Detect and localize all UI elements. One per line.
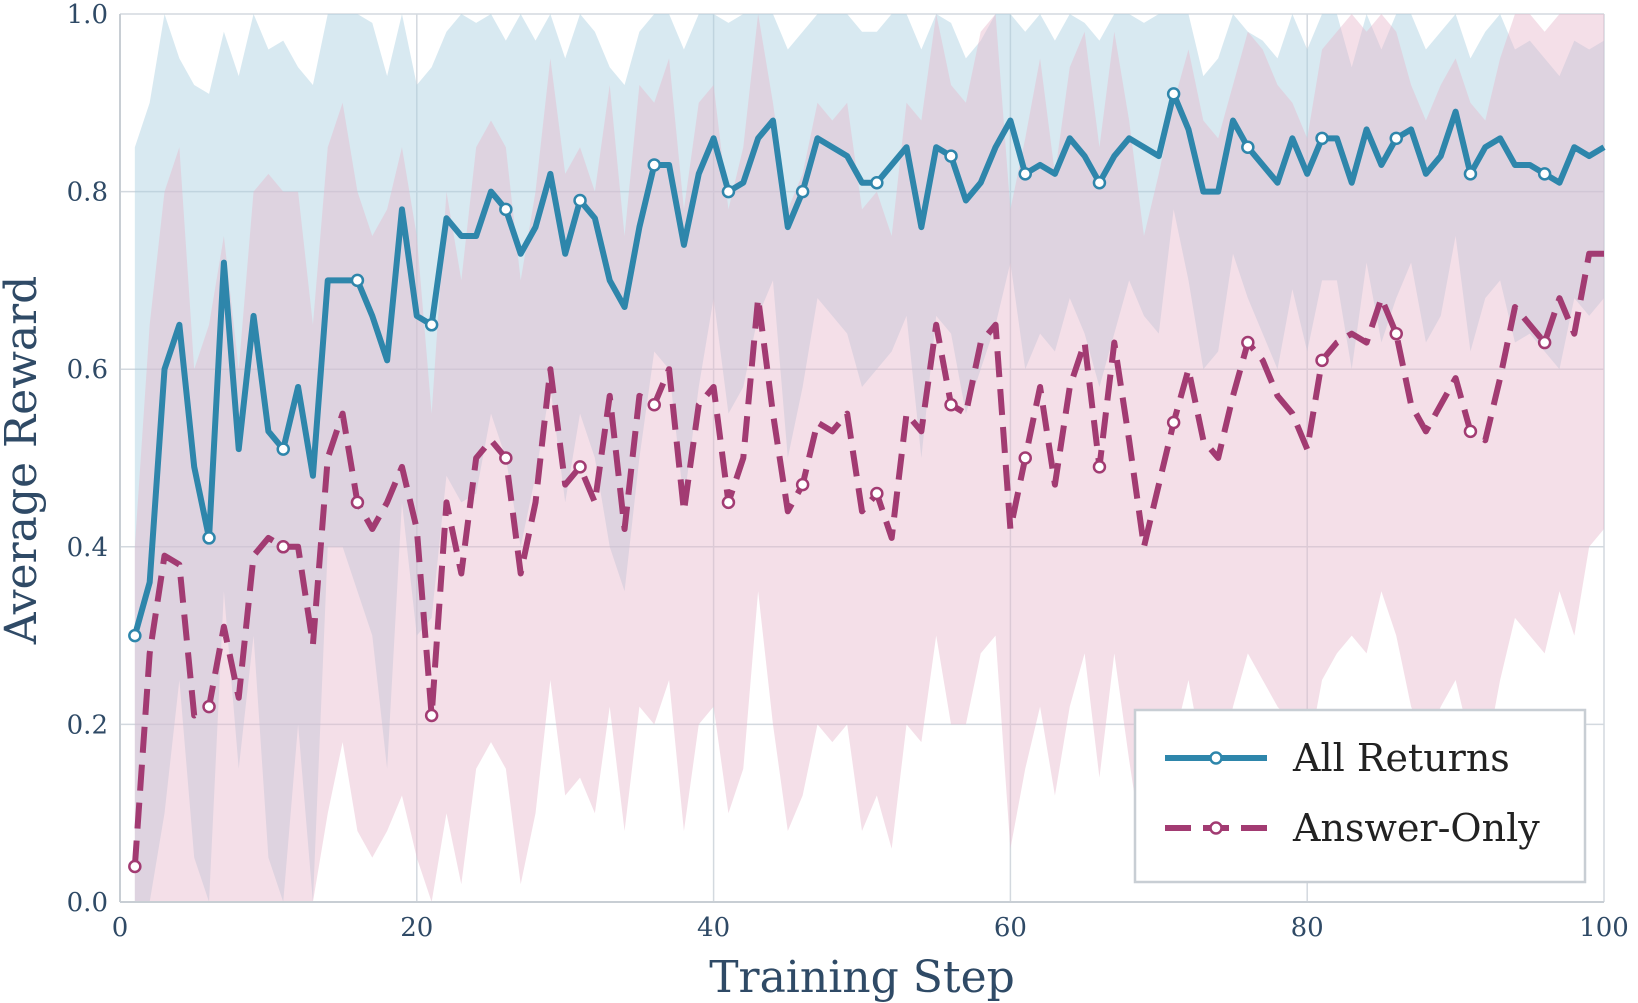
y-tick-labels: 0.0 0.2 0.4 0.6 0.8 1.0 [67, 0, 108, 918]
data-point [499, 451, 513, 465]
data-point [1018, 167, 1032, 181]
data-point [870, 486, 884, 501]
data-point [795, 184, 810, 199]
data-point [647, 158, 661, 172]
data-point [1018, 451, 1032, 465]
data-point [573, 193, 587, 208]
data-point [1537, 167, 1552, 181]
data-point [350, 495, 365, 510]
data-point [1166, 87, 1181, 101]
series-markers [128, 87, 1552, 874]
legend-box [1133, 708, 1587, 884]
x-tick-label: 40 [697, 913, 730, 943]
data-point [944, 149, 958, 163]
series-line-1 [131, 90, 1606, 637]
y-tick-label: 0.6 [67, 355, 108, 385]
x-tick-labels: 0 20 40 60 80 100 [112, 913, 1629, 943]
y-tick-label: 0.8 [67, 178, 108, 208]
data-point [202, 699, 216, 714]
y-tick-label: 0.4 [67, 533, 108, 563]
x-tick-label: 20 [400, 913, 433, 943]
data-point [350, 273, 365, 288]
confidence-band-1 [134, 14, 1605, 902]
data-point [795, 477, 810, 492]
data-point [1241, 140, 1255, 154]
y-tick-label: 0.0 [67, 888, 108, 918]
data-point [1092, 175, 1107, 190]
data-point [1389, 326, 1403, 341]
series-line-2 [131, 250, 1604, 867]
data-point [424, 708, 439, 723]
data-point [1463, 167, 1478, 181]
data-point [499, 202, 513, 217]
x-tick-label: 80 [1291, 913, 1324, 943]
data-point [721, 495, 736, 510]
legend: All Returns Answer-Only [1133, 708, 1587, 884]
data-point [1537, 335, 1552, 350]
x-tick-label: 60 [994, 913, 1027, 943]
data-point [1389, 131, 1403, 146]
data-point [1166, 415, 1181, 430]
legend-marker-2 [1209, 821, 1223, 835]
data-point [1315, 131, 1329, 146]
data-point [276, 442, 290, 456]
data-point [721, 184, 736, 199]
data-point [1463, 424, 1478, 439]
data-point [870, 175, 884, 190]
y-tick-label: 0.2 [67, 710, 108, 740]
data-point [1092, 460, 1107, 474]
series-lines [131, 90, 1606, 867]
data-point [202, 531, 216, 545]
data-point [1241, 335, 1255, 350]
data-point [647, 397, 661, 412]
legend-label-2: Answer-Only [1292, 806, 1540, 850]
x-tick-label: 100 [1579, 913, 1629, 943]
legend-label-1: All Returns [1292, 736, 1510, 780]
data-point [128, 859, 142, 874]
axes [119, 14, 1604, 903]
data-point [944, 397, 958, 412]
data-point [128, 628, 142, 643]
x-tick-label: 0 [112, 913, 129, 943]
y-tick-label: 1.0 [67, 0, 108, 30]
data-point [573, 460, 587, 474]
legend-marker-1 [1209, 751, 1223, 765]
data-point [276, 540, 290, 554]
data-point [424, 318, 439, 332]
confidence-band-2 [134, 14, 1605, 902]
y-axis-title: Average Reward [0, 276, 47, 646]
confidence-bands [134, 14, 1605, 902]
data-point [1315, 353, 1329, 368]
x-axis-title: Training Step [709, 952, 1015, 1003]
